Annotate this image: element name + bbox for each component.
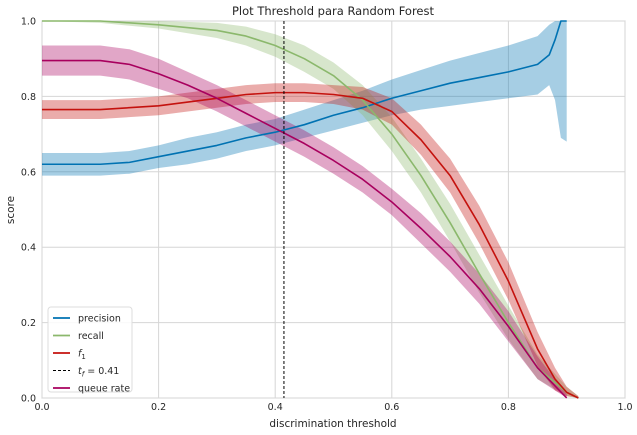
legend-item: recall (53, 331, 104, 342)
legend-item: queue rate (53, 384, 130, 395)
legend-item: f1 (53, 349, 86, 362)
legend-label: queue rate (78, 384, 130, 395)
y-tick-label: 0.2 (21, 318, 36, 329)
grid (41, 20, 626, 399)
queue-rate-line (42, 59, 568, 399)
x-tick-label: 1.0 (617, 402, 632, 413)
y-tick-label: 1.0 (21, 17, 36, 28)
legend-label: precision (78, 314, 121, 325)
confidence-bands (42, 21, 579, 399)
plot-area (41, 20, 626, 399)
y-axis-label: score (5, 196, 17, 224)
legend-label: tf = 0.41 (78, 366, 119, 379)
series-lines (42, 20, 579, 399)
y-tick-label: 0.4 (21, 243, 36, 254)
precision-band (42, 21, 567, 176)
f-band (42, 83, 579, 399)
x-tick-label: 0.4 (268, 402, 283, 413)
y-axis-ticks: 0.0 0.2 0.4 0.6 0.8 1.0 (21, 17, 36, 405)
legend: precision recall f1 tf = 0.41 queue rate (47, 306, 133, 395)
x-tick-label: 0.2 (151, 402, 166, 413)
precision-line (42, 20, 567, 166)
x-tick-label: 0.0 (34, 402, 49, 413)
recall-line (42, 20, 579, 399)
legend-item: precision (53, 314, 121, 325)
x-tick-label: 0.6 (384, 402, 399, 413)
y-tick-label: 0.6 (21, 167, 36, 178)
legend-label: f1 (78, 349, 86, 362)
legend-item: tf = 0.41 (53, 366, 119, 379)
x-tick-label: 0.8 (501, 402, 516, 413)
recall-band (42, 21, 579, 398)
f-line (42, 91, 579, 399)
x-axis-label: discrimination threshold (269, 418, 396, 430)
y-tick-label: 0.8 (21, 92, 36, 103)
y-tick-label: 0.0 (21, 394, 36, 405)
chart-title: Plot Threshold para Random Forest (232, 4, 434, 18)
x-axis-ticks: 0.0 0.2 0.4 0.6 0.8 1.0 (34, 402, 632, 413)
legend-label: recall (78, 331, 104, 342)
